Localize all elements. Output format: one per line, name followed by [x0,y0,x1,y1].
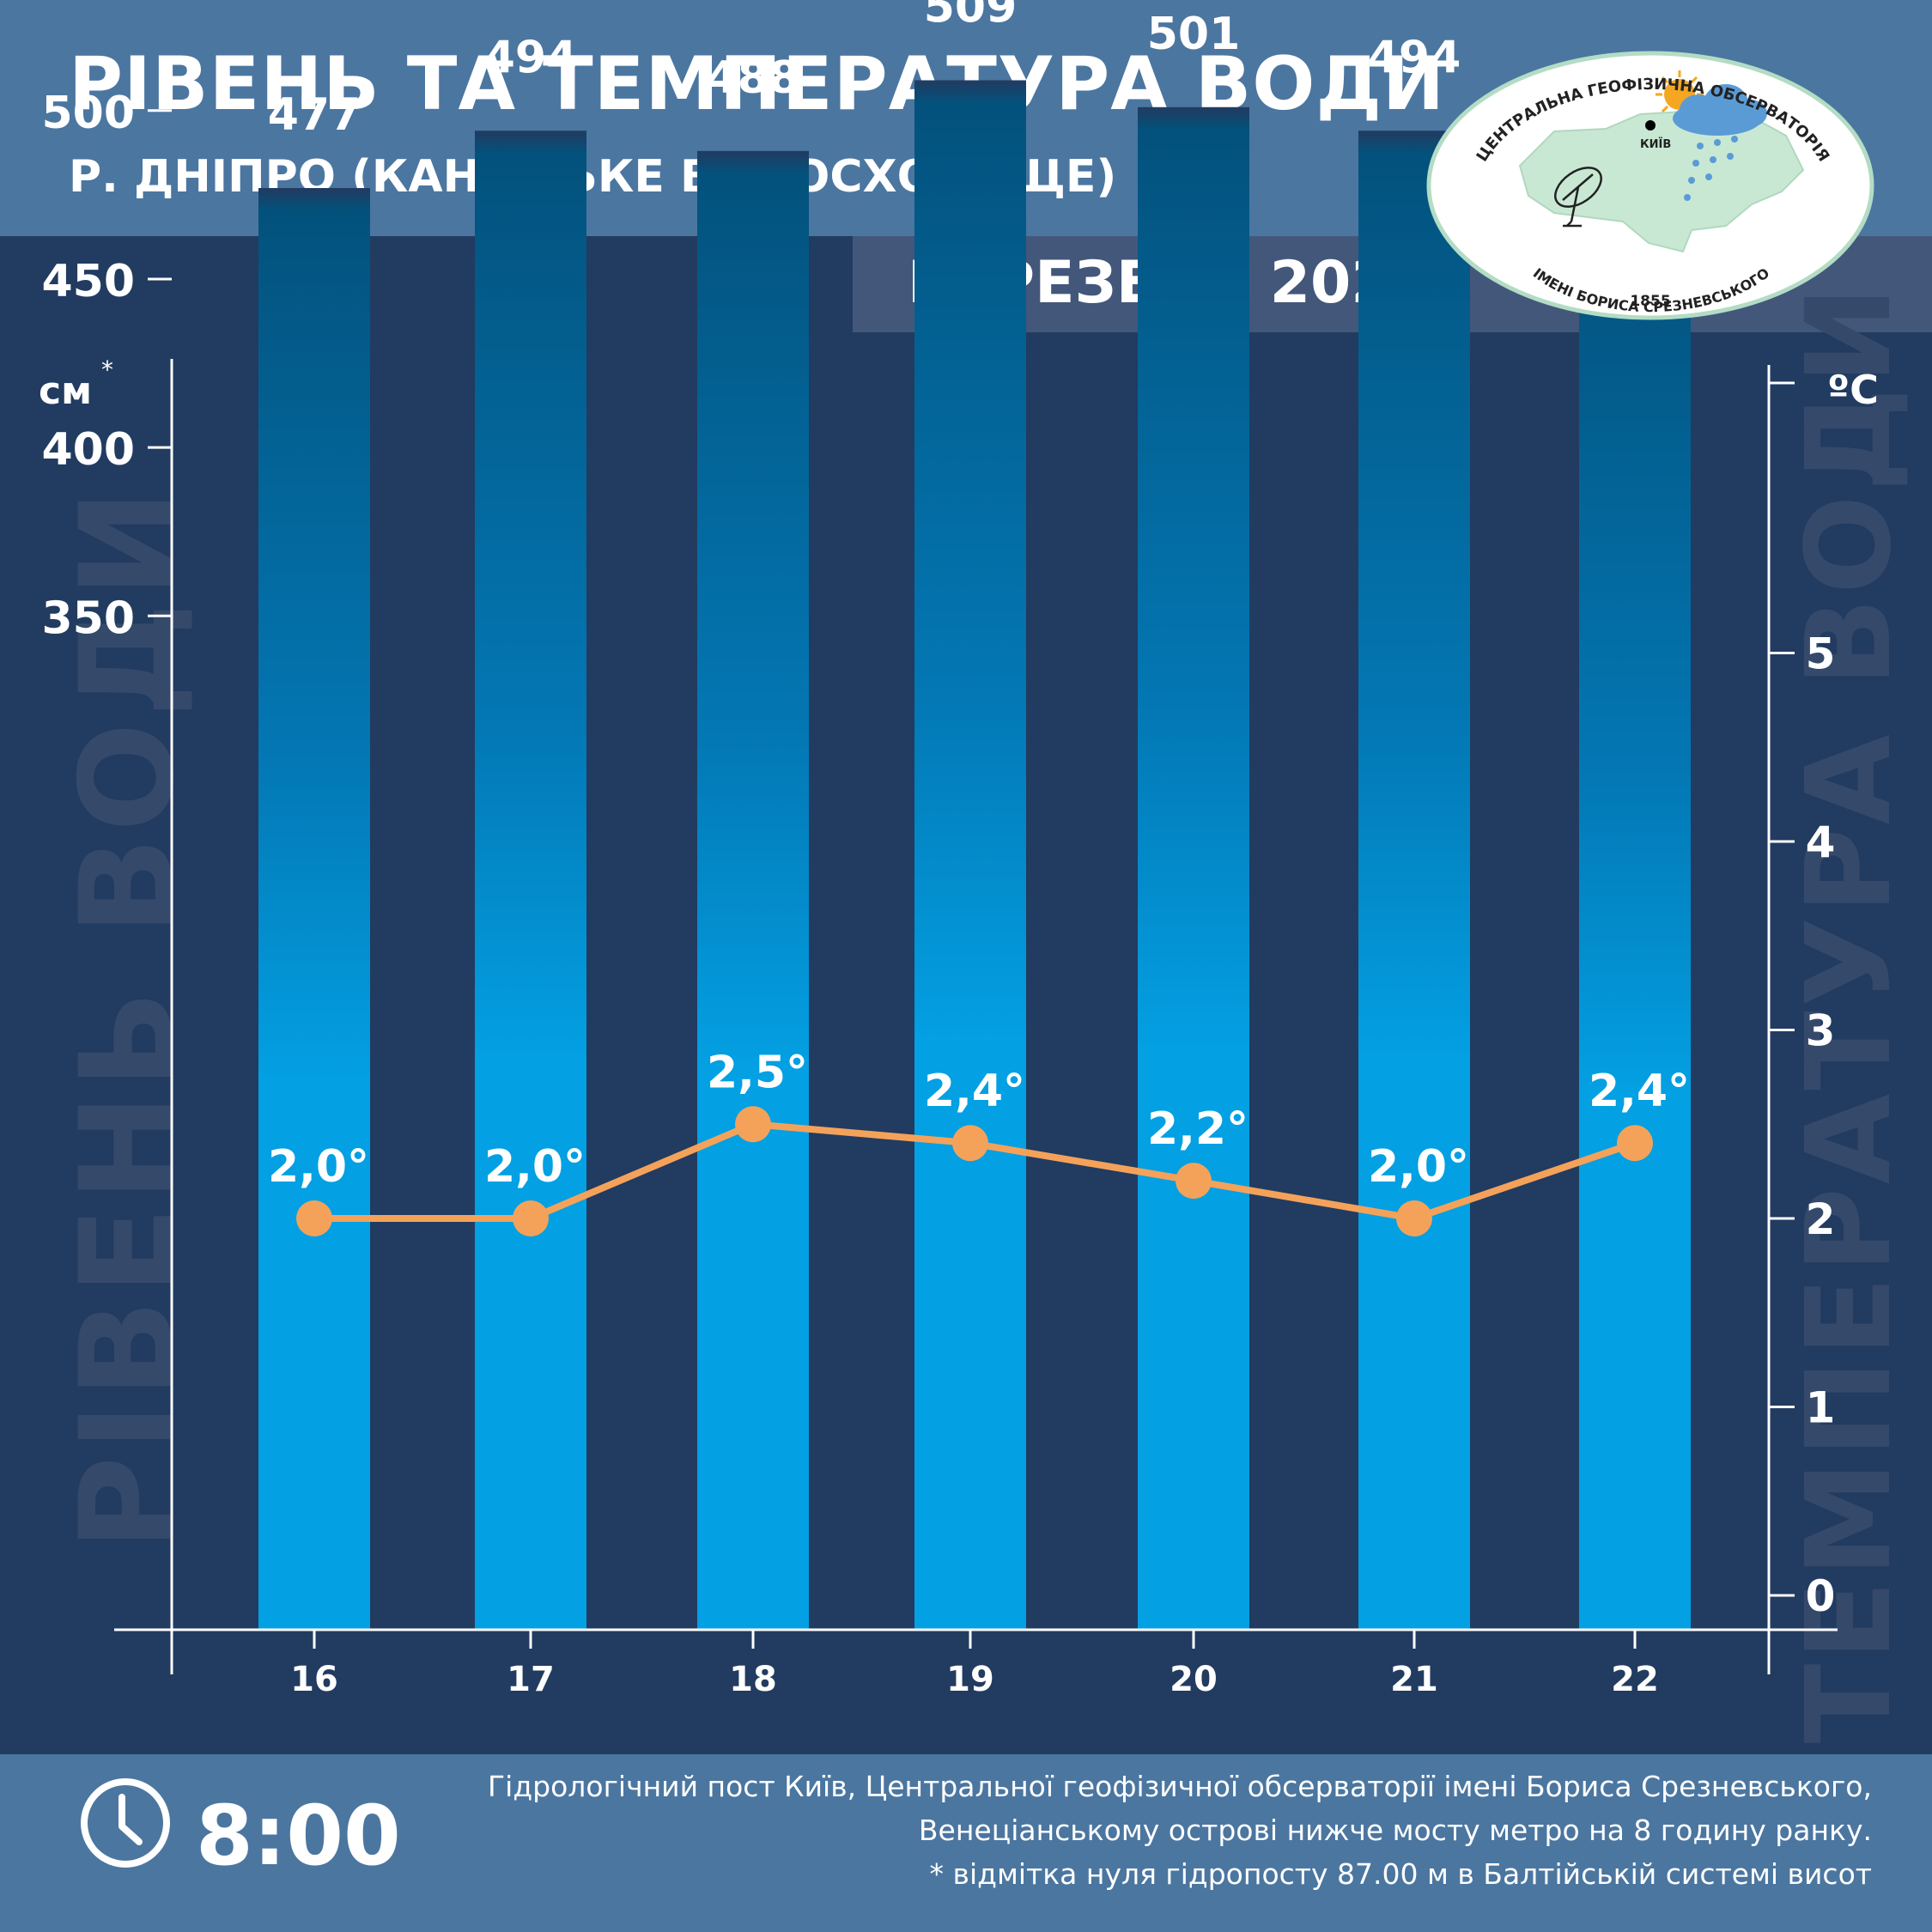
right-tick-label: 0 [1806,1571,1836,1621]
footer-note-line: Венеціанському острові нижче мосту метро… [918,1814,1872,1847]
right-watermark: ТЕМПЕРАТУРА ВОДИ [1782,283,1917,1744]
rain-icon [1684,136,1738,201]
level-bar-fade [1138,106,1249,130]
right-tick-label: 4 [1806,817,1836,867]
temperature-value-label: 2,0° [1368,1141,1469,1193]
x-tick-label: 19 [946,1660,994,1699]
level-value-label: 494 [1368,32,1461,83]
temperature-value-label: 2,4° [924,1066,1025,1117]
x-tick-label: 16 [290,1660,338,1699]
temperature-value-label: 2,2° [1147,1103,1249,1155]
level-value-label: 501 [1147,9,1241,60]
right-tick-label: 2 [1806,1194,1836,1244]
measurement-time: 8:00 [196,1788,401,1884]
footer-note: Гідрологічний пост Київ, Центральної гео… [488,1765,1872,1896]
level-value-label: 488 [707,52,800,104]
left-axis-unit-mark: * [101,355,113,384]
temperature-value-label: 2,0° [268,1141,369,1193]
level-bar [697,150,809,1631]
level-bar [1579,215,1691,1631]
level-bar [914,80,1026,1630]
temperature-point [296,1200,332,1236]
map-icon [1518,110,1805,253]
level-bar [475,131,586,1630]
level-bar-fade [475,131,586,154]
temperature-point [1176,1163,1212,1200]
right-axis-unit: ºC [1827,367,1879,413]
level-bar [1138,106,1249,1631]
left-axis-unit: см [39,369,92,413]
left-tick-label: 450 [41,256,135,307]
logo-year: 1855 [1630,293,1670,310]
level-bar [1358,131,1470,1630]
radar-dish-icon [1554,167,1602,228]
footer-note-line: Гідрологічний пост Київ, Центральної гео… [488,1770,1872,1803]
level-bar-fade [914,80,1026,103]
x-tick-label: 18 [729,1660,777,1699]
city-dot-icon [1645,120,1656,131]
x-tick-label: 21 [1390,1660,1438,1699]
left-tick-label: 500 [41,88,135,139]
clock-icon [81,1778,170,1868]
level-value-label: 509 [924,0,1018,33]
footer-note-line: * відмітка нуля гідропосту 87.00 м в Бал… [929,1857,1872,1891]
level-bar-fade [258,188,370,211]
temperature-value-label: 2,0° [484,1141,586,1193]
temperature-value-label: 2,4° [1589,1066,1690,1117]
right-tick-label: 3 [1806,1006,1836,1056]
x-tick-label: 17 [507,1660,555,1699]
temperature-point [513,1200,549,1236]
temperature-point [1396,1200,1432,1236]
temperature-point [1617,1125,1653,1162]
logo-city: КИЇВ [1640,137,1671,151]
left-watermark: РІВЕНЬ ВОДИ [53,484,203,1551]
temperature-point [735,1106,771,1143]
temperature-point [952,1125,988,1162]
x-tick-label: 20 [1170,1660,1218,1699]
level-bar [258,188,370,1630]
x-tick-label: 22 [1611,1660,1659,1699]
right-tick-label: 1 [1806,1383,1836,1433]
level-value-label: 494 [484,32,578,83]
temperature-value-label: 2,5° [707,1047,808,1098]
footer-band [0,1754,1932,1932]
observatory-logo: КИЇВ ЦЕНТРАЛЬНА ГЕОФІЗИЧНА ОБСЕРВАТОРІЯ … [1426,51,1874,320]
left-tick-label: 400 [41,424,135,476]
cloud-icon [1673,84,1767,136]
level-value-label: 477 [268,89,361,141]
level-bar-fade [697,150,809,173]
right-tick-label: 5 [1806,629,1836,679]
left-tick-label: 350 [41,592,135,644]
